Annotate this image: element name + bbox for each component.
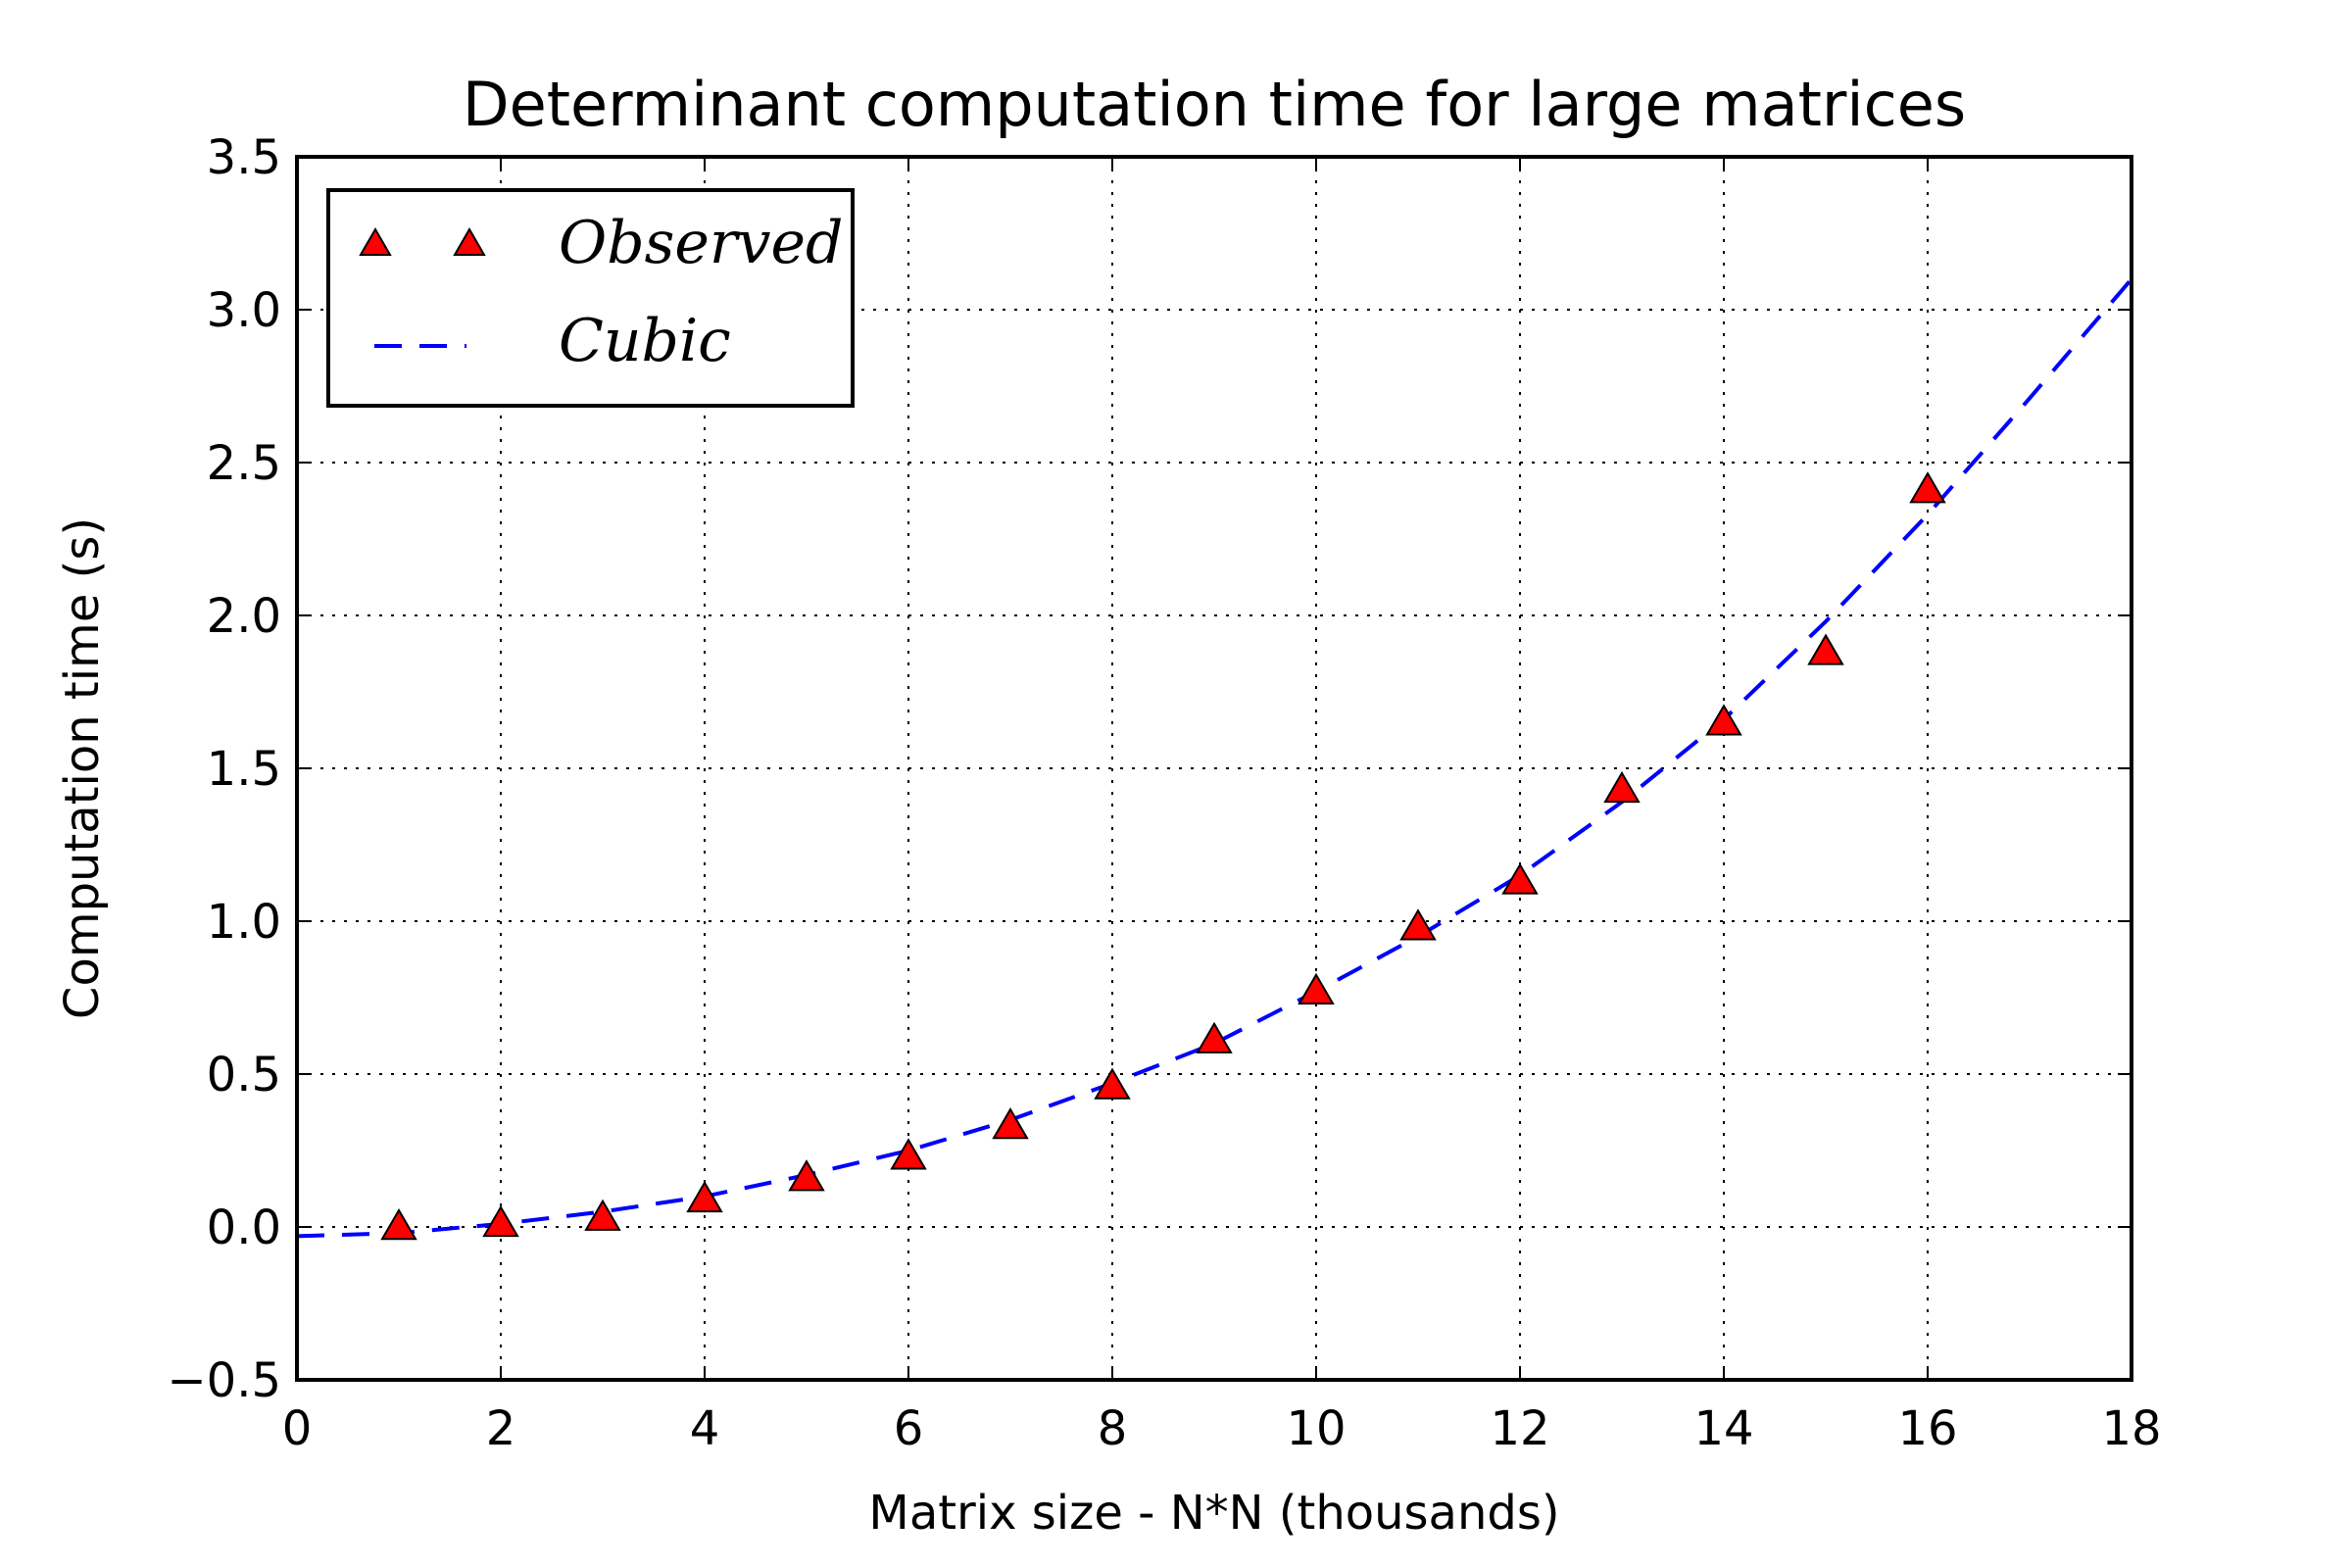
- observed-point: [584, 1199, 621, 1231]
- observed-point: [992, 1107, 1029, 1140]
- y-tick-label: 3.0: [207, 283, 281, 338]
- observed-point: [1298, 972, 1335, 1004]
- y-axis-label: Computation time (s): [55, 517, 110, 1019]
- y-tick-label: 2.5: [207, 436, 281, 491]
- y-tick-label: 2.0: [207, 589, 281, 644]
- x-axis-label: Matrix size - N*N (thousands): [868, 1486, 1559, 1541]
- observed-point: [890, 1138, 927, 1170]
- legend-cubic-label: Cubic: [559, 307, 731, 375]
- legend-observed-label: Observed: [559, 209, 843, 277]
- cubic-line-layer: [296, 277, 2133, 1239]
- legend-frame: [326, 188, 855, 408]
- x-tick-label: 10: [1286, 1401, 1346, 1456]
- y-tick-label: 1.5: [207, 742, 281, 797]
- x-tick-label: 8: [1098, 1401, 1128, 1456]
- x-tick-label: 14: [1693, 1401, 1753, 1456]
- cubic-fit-line: [296, 277, 2133, 1239]
- observed-point: [1399, 908, 1437, 941]
- grid: [297, 157, 2132, 1380]
- x-tick-label: 18: [2101, 1401, 2161, 1456]
- x-tick-label: 12: [1490, 1401, 1549, 1456]
- x-tick-label: 0: [282, 1401, 313, 1456]
- legend-entry-cubic: Cubic: [374, 307, 731, 375]
- y-tick-label: 1.0: [207, 895, 281, 950]
- x-tick-label: 2: [486, 1401, 516, 1456]
- legend-entry-observed: Observed: [359, 209, 843, 277]
- legend: Observed Cubic: [326, 188, 855, 408]
- legend-observed-marker-1: [359, 226, 392, 256]
- y-tick-label: 3.5: [207, 130, 281, 185]
- legend-observed-marker-2: [453, 226, 486, 256]
- observed-point: [1807, 633, 1844, 665]
- x-tick-label: 16: [1897, 1401, 1957, 1456]
- observed-point: [1094, 1067, 1131, 1100]
- y-tick-label: 0.5: [207, 1048, 281, 1102]
- chart-title: Determinant computation time for large m…: [463, 69, 1966, 140]
- observed-marker-layer: [380, 471, 1946, 1241]
- y-tick-label: 0.0: [207, 1200, 281, 1255]
- axis-ticks: [296, 156, 2132, 1381]
- observed-point: [686, 1180, 723, 1213]
- y-tick-labels: −0.5 0.0 0.5 1.0 1.5 2.0 2.5 3.0 3.5: [167, 130, 281, 1408]
- observed-point: [1196, 1021, 1233, 1054]
- observed-point: [482, 1204, 519, 1238]
- observed-point: [1909, 471, 1946, 504]
- observed-point: [788, 1159, 825, 1192]
- observed-point: [1705, 704, 1742, 736]
- observed-point: [1501, 862, 1539, 895]
- x-tick-label: 6: [894, 1401, 924, 1456]
- x-tick-label: 4: [690, 1401, 720, 1456]
- observed-point: [1603, 770, 1641, 804]
- y-tick-label: −0.5: [167, 1353, 281, 1408]
- observed-point: [380, 1208, 417, 1241]
- x-tick-labels: 0 2 4 6 8 10 12 14 16 18: [282, 1401, 2162, 1456]
